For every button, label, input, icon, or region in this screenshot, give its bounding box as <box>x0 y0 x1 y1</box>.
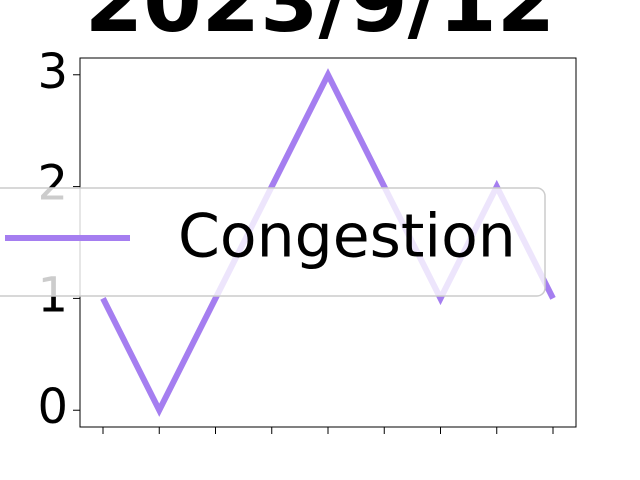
chart-title: 2023/9/12 <box>85 0 556 51</box>
y-tick-label: 3 <box>37 44 68 100</box>
legend-box <box>0 187 546 297</box>
legend-label: Congestion <box>178 202 516 272</box>
y-tick-label: 0 <box>37 379 68 435</box>
